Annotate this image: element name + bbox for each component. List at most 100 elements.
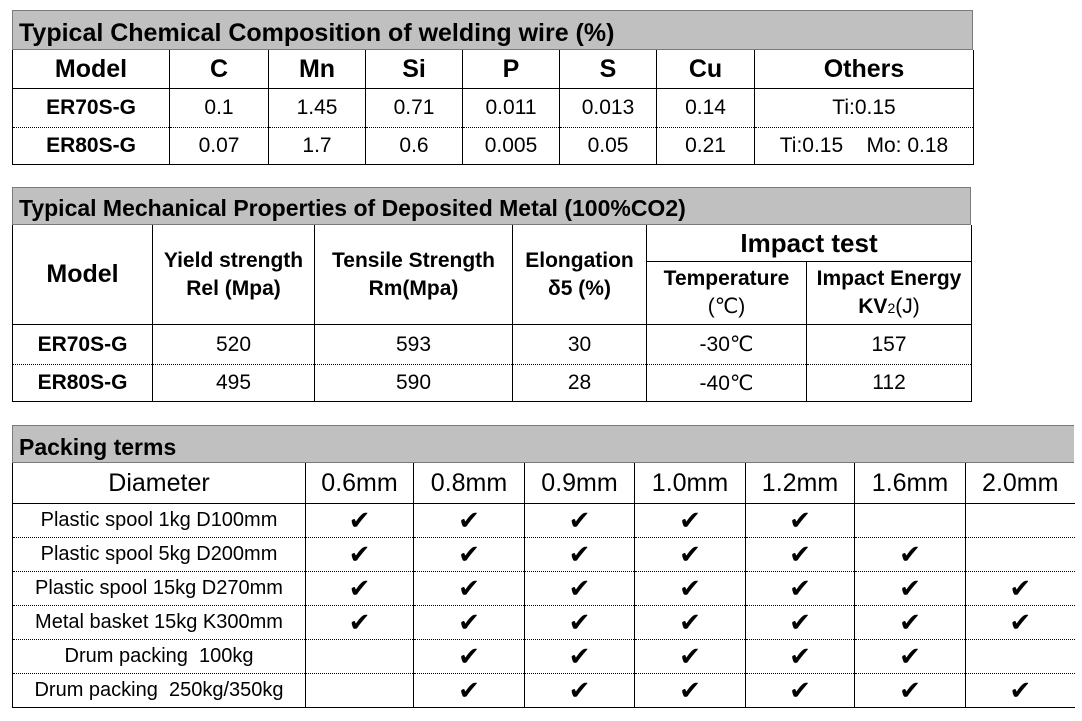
checkmark-icon: ✔ bbox=[634, 605, 746, 640]
checkmark-icon: ✔ bbox=[634, 503, 746, 538]
model-cell: ER80S-G bbox=[12, 364, 153, 402]
others-cell: Ti:0.15 Mo: 0.18 bbox=[754, 127, 974, 165]
energy-header-kv: KV bbox=[858, 294, 888, 318]
mechanical-properties-table: Model Yield strength Rel (Mpa) Tensile S… bbox=[12, 225, 973, 402]
cu-cell: 0.21 bbox=[656, 127, 755, 165]
col-header-diameter: Diameter bbox=[12, 463, 306, 504]
checkmark-icon: ✔ bbox=[413, 673, 525, 708]
c-cell: 0.07 bbox=[169, 127, 269, 165]
col-header-cu: Cu bbox=[656, 50, 755, 89]
si-cell: 0.71 bbox=[365, 88, 463, 128]
empty-cell bbox=[305, 673, 414, 708]
model-cell: ER70S-G bbox=[12, 88, 170, 128]
col-header-si: Si bbox=[365, 50, 463, 89]
packing-type-label: Drum packing 100kg bbox=[12, 639, 306, 674]
checkmark-icon: ✔ bbox=[413, 639, 525, 674]
temperature-header-line1: Temperature bbox=[663, 267, 790, 290]
model-cell: ER80S-G bbox=[12, 127, 170, 165]
checkmark-icon: ✔ bbox=[854, 673, 966, 708]
checkmark-icon: ✔ bbox=[965, 673, 1075, 708]
chemical-composition-table: Model C Mn Si P S Cu Others ER70S-G 0.1 … bbox=[12, 50, 974, 165]
col-header-size: 0.6mm bbox=[305, 463, 414, 504]
checkmark-icon: ✔ bbox=[413, 571, 525, 606]
checkmark-icon: ✔ bbox=[524, 605, 635, 640]
packing-type-label: Plastic spool 1kg D100mm bbox=[12, 503, 306, 538]
table-row: ER70S-G 0.1 1.45 0.71 0.011 0.013 0.14 T… bbox=[12, 88, 974, 128]
yield-cell: 520 bbox=[152, 324, 315, 365]
p-cell: 0.005 bbox=[462, 127, 560, 165]
checkmark-icon: ✔ bbox=[965, 571, 1075, 606]
table-row: Drum packing 100kg ✔ ✔ ✔ ✔ ✔ bbox=[12, 639, 1075, 674]
checkmark-icon: ✔ bbox=[634, 673, 746, 708]
yield-cell: 495 bbox=[152, 364, 315, 402]
p-cell: 0.011 bbox=[462, 88, 560, 128]
col-header-size: 1.2mm bbox=[745, 463, 855, 504]
checkmark-icon: ✔ bbox=[634, 639, 746, 674]
mechanical-properties-section: Typical Mechanical Properties of Deposit… bbox=[12, 187, 973, 402]
table-row: Plastic spool 15kg D270mm ✔ ✔ ✔ ✔ ✔ ✔ ✔ bbox=[12, 571, 1075, 606]
tensile-header-line2: Rm(Mpa) bbox=[368, 276, 459, 300]
table-row: Drum packing 250kg/350kg ✔ ✔ ✔ ✔ ✔ ✔ bbox=[12, 673, 1075, 708]
checkmark-icon: ✔ bbox=[305, 537, 414, 572]
checkmark-icon: ✔ bbox=[745, 605, 855, 640]
col-header-model: Model bbox=[12, 225, 153, 325]
checkmark-icon: ✔ bbox=[745, 571, 855, 606]
checkmark-icon: ✔ bbox=[305, 605, 414, 640]
model-cell: ER70S-G bbox=[12, 324, 153, 365]
mn-cell: 1.7 bbox=[268, 127, 366, 165]
elongation-header-line2: δ5 (%) bbox=[548, 276, 611, 300]
chemical-header-row: Model C Mn Si P S Cu Others bbox=[12, 50, 974, 89]
checkmark-icon: ✔ bbox=[413, 503, 525, 538]
checkmark-icon: ✔ bbox=[524, 639, 635, 674]
col-header-temperature: Temperature (℃) bbox=[646, 261, 807, 325]
checkmark-icon: ✔ bbox=[524, 537, 635, 572]
checkmark-icon: ✔ bbox=[305, 571, 414, 606]
col-header-impact-energy: Impact Energy KV2(J) bbox=[805, 261, 973, 325]
checkmark-icon: ✔ bbox=[854, 571, 966, 606]
mn-cell: 1.45 bbox=[268, 88, 366, 128]
table-row: ER70S-G 520 593 30 -30℃ 157 bbox=[12, 324, 973, 365]
empty-cell bbox=[965, 503, 1075, 538]
table-row: Plastic spool 5kg D200mm ✔ ✔ ✔ ✔ ✔ ✔ bbox=[12, 537, 1075, 572]
cu-cell: 0.14 bbox=[656, 88, 755, 128]
mechanical-properties-title: Typical Mechanical Properties of Deposit… bbox=[12, 187, 971, 225]
checkmark-icon: ✔ bbox=[854, 639, 966, 674]
col-header-tensile-strength: Tensile Strength Rm(Mpa) bbox=[314, 225, 513, 325]
empty-cell bbox=[965, 639, 1075, 674]
checkmark-icon: ✔ bbox=[965, 605, 1075, 640]
chemical-composition-title: Typical Chemical Composition of welding … bbox=[12, 10, 973, 50]
col-header-impact-test: Impact test bbox=[645, 225, 973, 262]
packing-type-label: Drum packing 250kg/350kg bbox=[12, 673, 306, 708]
packing-header-row: Diameter 0.6mm 0.8mm 0.9mm 1.0mm 1.2mm 1… bbox=[12, 463, 1075, 504]
col-header-size: 2.0mm bbox=[965, 463, 1075, 504]
table-row: Plastic spool 1kg D100mm ✔ ✔ ✔ ✔ ✔ bbox=[12, 503, 1075, 538]
col-header-s: S bbox=[559, 50, 657, 89]
table-row: ER80S-G 495 590 28 -40℃ 112 bbox=[12, 364, 973, 402]
col-header-p: P bbox=[462, 50, 560, 89]
temperature-cell: -30℃ bbox=[646, 324, 807, 365]
yield-header-line2: Rel (Mpa) bbox=[186, 276, 281, 300]
tensile-header-line1: Tensile Strength bbox=[332, 248, 495, 272]
empty-cell bbox=[854, 503, 966, 538]
checkmark-icon: ✔ bbox=[524, 503, 635, 538]
c-cell: 0.1 bbox=[169, 88, 269, 128]
mechanical-subheader-row: Temperature (℃) Impact Energy KV2(J) bbox=[13, 261, 973, 325]
others-cell: Ti:0.15 bbox=[754, 88, 974, 128]
checkmark-icon: ✔ bbox=[413, 605, 525, 640]
checkmark-icon: ✔ bbox=[854, 537, 966, 572]
table-row: ER80S-G 0.07 1.7 0.6 0.005 0.05 0.21 Ti:… bbox=[12, 127, 974, 165]
col-header-size: 0.8mm bbox=[413, 463, 525, 504]
mechanical-header-row: Model Yield strength Rel (Mpa) Tensile S… bbox=[12, 225, 973, 325]
table-row: Metal basket 15kg K300mm ✔ ✔ ✔ ✔ ✔ ✔ ✔ bbox=[12, 605, 1075, 640]
empty-cell bbox=[305, 639, 414, 674]
energy-cell: 157 bbox=[805, 324, 973, 365]
si-cell: 0.6 bbox=[365, 127, 463, 165]
packing-type-label: Plastic spool 5kg D200mm bbox=[12, 537, 306, 572]
checkmark-icon: ✔ bbox=[745, 503, 855, 538]
col-header-size: 1.0mm bbox=[634, 463, 746, 504]
temperature-header-line2: (℃) bbox=[707, 295, 746, 318]
elongation-cell: 30 bbox=[512, 324, 647, 365]
col-header-size: 1.6mm bbox=[854, 463, 966, 504]
packing-terms-section: Packing terms Diameter 0.6mm 0.8mm 0.9mm… bbox=[12, 425, 1075, 708]
s-cell: 0.013 bbox=[559, 88, 657, 128]
